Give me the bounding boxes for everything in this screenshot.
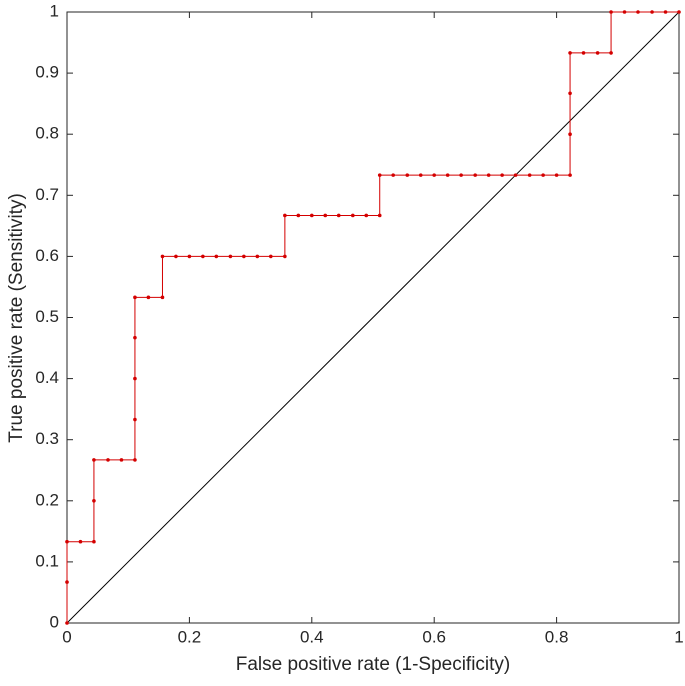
y-tick-label: 0.6 xyxy=(35,246,59,265)
y-tick-label: 0.8 xyxy=(35,124,59,143)
roc-point xyxy=(527,173,532,177)
roc-point xyxy=(568,91,572,96)
roc-point xyxy=(92,499,96,503)
y-tick-label: 0.3 xyxy=(35,429,59,448)
roc-point xyxy=(459,173,463,177)
x-tick-label: 0.2 xyxy=(178,627,202,646)
roc-point xyxy=(405,173,410,177)
roc-point xyxy=(473,173,478,177)
y-tick-label: 1 xyxy=(50,1,59,20)
roc-point xyxy=(133,335,137,340)
y-axis-label: True positive rate (Sensitivity) xyxy=(6,193,27,443)
roc-point xyxy=(187,254,192,259)
x-tick-label: 0 xyxy=(62,627,71,646)
roc-point xyxy=(513,173,518,177)
roc-point xyxy=(160,254,165,259)
roc-point xyxy=(146,295,151,300)
roc-point xyxy=(255,254,260,259)
roc-point xyxy=(133,458,137,462)
roc-point xyxy=(268,254,273,259)
roc-point xyxy=(65,539,69,544)
roc-point xyxy=(65,580,69,584)
roc-point xyxy=(214,254,219,259)
roc-point xyxy=(486,173,491,177)
roc-point xyxy=(119,458,124,462)
roc-point xyxy=(133,376,137,381)
y-tick-label: 0.4 xyxy=(35,368,59,387)
y-tick-label: 0.5 xyxy=(35,307,59,326)
roc-point xyxy=(364,213,369,218)
roc-point xyxy=(677,10,681,14)
roc-point xyxy=(595,51,600,55)
roc-point xyxy=(445,173,450,177)
roc-point xyxy=(283,254,287,259)
roc-point xyxy=(581,51,586,55)
roc-point xyxy=(174,254,178,259)
roc-point xyxy=(609,10,613,14)
roc-point xyxy=(323,213,328,218)
x-tick-label: 0.8 xyxy=(545,627,569,646)
y-tick-label: 0.2 xyxy=(35,490,59,509)
roc-point xyxy=(568,173,572,177)
y-tick-label: 0.9 xyxy=(35,63,59,82)
roc-point xyxy=(133,417,137,422)
roc-point xyxy=(160,295,165,300)
roc-point xyxy=(622,10,627,14)
roc-point xyxy=(377,173,382,177)
roc-point xyxy=(650,10,654,14)
y-tick-label: 0.7 xyxy=(35,185,59,204)
roc-point xyxy=(391,173,395,177)
roc-point xyxy=(65,621,69,625)
roc-point xyxy=(283,213,287,218)
roc-point xyxy=(609,51,613,55)
roc-point xyxy=(336,213,341,218)
roc-point xyxy=(106,458,110,462)
roc-point xyxy=(663,10,668,14)
roc-point xyxy=(636,10,640,14)
roc-point xyxy=(310,213,314,218)
roc-point xyxy=(92,539,96,544)
x-tick-label: 1 xyxy=(674,627,683,646)
x-tick-label: 0.4 xyxy=(300,627,324,646)
roc-point xyxy=(568,132,572,136)
roc-point xyxy=(568,51,572,55)
roc-point xyxy=(201,254,205,259)
roc-point xyxy=(351,213,355,218)
roc-point xyxy=(554,173,559,177)
roc-point xyxy=(133,295,137,300)
roc-point xyxy=(228,254,233,259)
roc-point xyxy=(92,458,96,462)
roc-point xyxy=(500,173,504,177)
roc-point xyxy=(377,213,382,218)
x-tick-label: 0.6 xyxy=(422,627,446,646)
x-axis-label: False positive rate (1-Specificity) xyxy=(236,654,511,675)
roc-point xyxy=(296,213,301,218)
reference-diagonal xyxy=(66,11,680,624)
roc-point xyxy=(541,173,545,177)
y-tick-label: 0 xyxy=(50,612,59,631)
roc-point xyxy=(418,173,423,177)
roc-point xyxy=(432,173,437,177)
roc-point xyxy=(242,254,246,259)
roc-point xyxy=(78,539,83,544)
y-tick-label: 0.1 xyxy=(35,551,59,570)
